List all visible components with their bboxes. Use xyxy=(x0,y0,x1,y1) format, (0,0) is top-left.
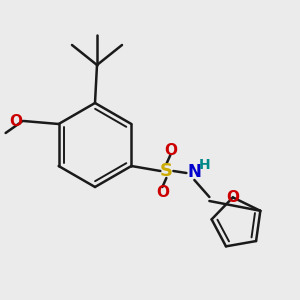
Text: O: O xyxy=(156,184,169,200)
Text: H: H xyxy=(199,158,210,172)
Text: O: O xyxy=(226,190,239,205)
Text: S: S xyxy=(160,162,173,180)
Text: O: O xyxy=(164,142,177,158)
Text: N: N xyxy=(188,163,201,181)
Text: O: O xyxy=(10,113,22,128)
